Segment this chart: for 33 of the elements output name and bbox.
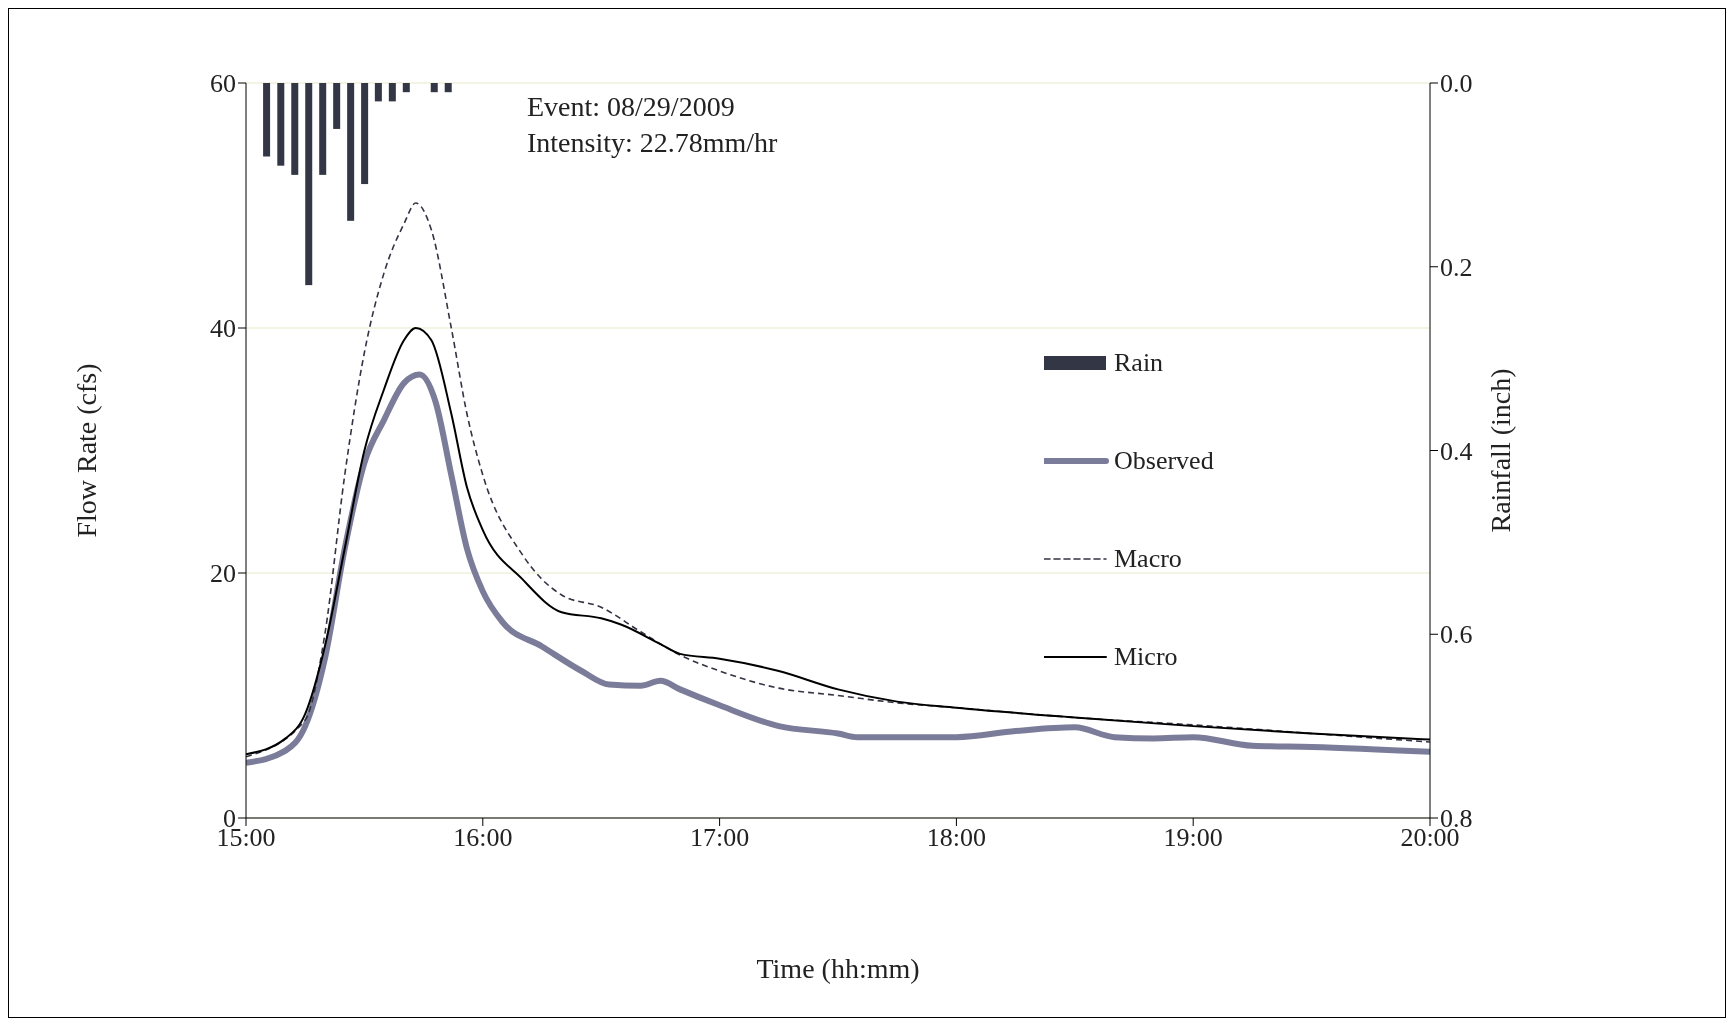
x-tick-label: 17:00 (689, 823, 750, 853)
legend-label: Micro (1114, 642, 1178, 672)
x-tick-label: 18:00 (926, 823, 987, 853)
bar (347, 83, 355, 221)
y2-tick-label: 0.2 (1440, 252, 1473, 282)
y-axis-title: Flow Rate (cfs) (70, 363, 102, 538)
bar (319, 83, 327, 175)
bar (430, 83, 438, 93)
bar (263, 83, 271, 157)
bar (277, 83, 285, 166)
y-tick-label: 20 (210, 559, 236, 589)
y-tick-label: 40 (210, 314, 236, 344)
bar (305, 83, 313, 286)
y2-tick-label: 0.0 (1440, 69, 1473, 99)
bar (333, 83, 341, 129)
x-tick-label: 19:00 (1163, 823, 1223, 853)
y2-tick-label: 0.4 (1440, 436, 1473, 466)
y2-tick-label: 0.6 (1440, 620, 1473, 650)
legend-label: Rain (1114, 348, 1164, 378)
annotation: Intensity: 22.78mm/hr (527, 127, 778, 159)
bar (291, 83, 299, 175)
bar (361, 83, 369, 185)
bar (374, 83, 382, 102)
annotation: Event: 08/29/2009 (527, 91, 735, 123)
x-tick-label: 16:00 (453, 823, 513, 853)
y2-axis-title: Rainfall (inch) (1484, 368, 1516, 533)
bar (444, 83, 452, 93)
x-axis-title: Time (hh:mm) (756, 952, 920, 984)
legend-label: Macro (1114, 544, 1182, 574)
legend-label: Observed (1114, 446, 1214, 476)
bar (402, 83, 410, 93)
bar (388, 83, 396, 102)
y-tick-label: 60 (210, 69, 236, 99)
